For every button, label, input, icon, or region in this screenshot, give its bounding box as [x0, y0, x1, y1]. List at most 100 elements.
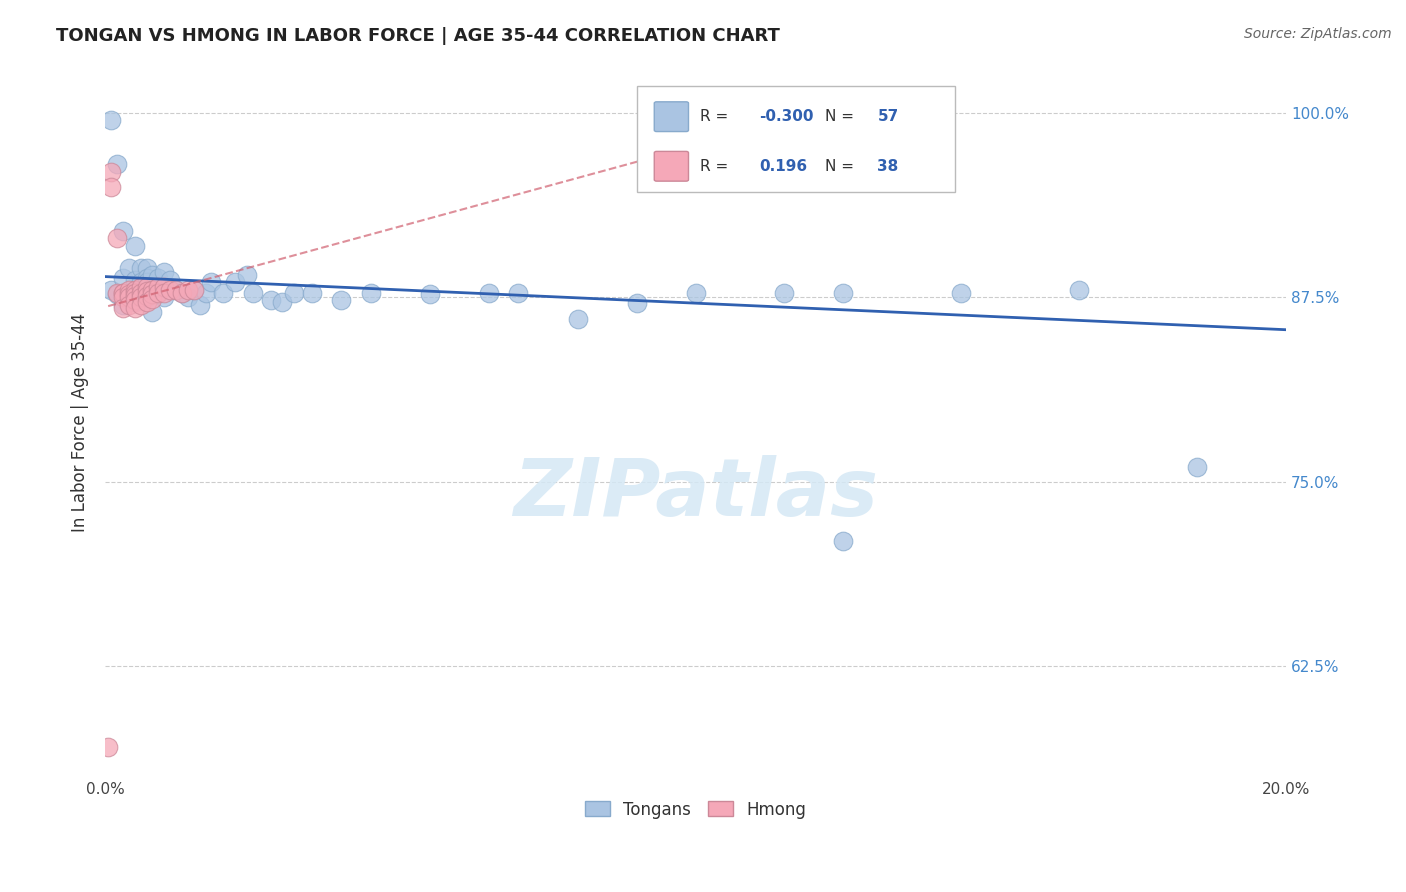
- Text: ZIPatlas: ZIPatlas: [513, 455, 879, 533]
- Point: [105, 231, 128, 245]
- Point: [124, 272, 146, 286]
- Point: [141, 305, 163, 319]
- FancyBboxPatch shape: [654, 152, 689, 181]
- Point: [105, 285, 128, 300]
- Point: [832, 533, 855, 548]
- Point: [118, 283, 141, 297]
- Point: [135, 294, 157, 309]
- Text: -0.300: -0.300: [759, 109, 814, 124]
- Point: [124, 289, 146, 303]
- Point: [950, 285, 973, 300]
- Point: [224, 276, 246, 290]
- Point: [118, 287, 141, 301]
- Point: [508, 285, 530, 300]
- Point: [153, 285, 176, 300]
- Point: [111, 285, 134, 300]
- Point: [1187, 460, 1209, 475]
- Point: [100, 179, 122, 194]
- Point: [129, 283, 152, 297]
- Point: [111, 271, 134, 285]
- Point: [118, 260, 141, 275]
- Point: [773, 285, 796, 300]
- Point: [419, 287, 441, 301]
- Point: [118, 290, 141, 304]
- Text: R =: R =: [700, 109, 728, 124]
- Point: [1069, 283, 1091, 297]
- Point: [301, 285, 323, 300]
- Point: [330, 293, 353, 308]
- Point: [124, 293, 146, 308]
- Point: [129, 290, 152, 304]
- Point: [170, 285, 193, 300]
- Point: [105, 287, 128, 301]
- Point: [141, 292, 163, 306]
- Point: [129, 289, 152, 303]
- Point: [478, 285, 501, 300]
- Text: Source: ZipAtlas.com: Source: ZipAtlas.com: [1244, 27, 1392, 41]
- Point: [111, 290, 134, 304]
- Point: [135, 289, 157, 303]
- FancyBboxPatch shape: [654, 102, 689, 131]
- Point: [129, 280, 152, 294]
- Point: [194, 285, 217, 300]
- Point: [100, 113, 122, 128]
- Point: [177, 283, 200, 297]
- Point: [124, 283, 146, 297]
- Point: [236, 268, 259, 282]
- Point: [124, 285, 146, 300]
- Point: [567, 312, 589, 326]
- Point: [159, 272, 181, 286]
- Text: N =: N =: [825, 109, 855, 124]
- Point: [183, 283, 205, 297]
- Text: TONGAN VS HMONG IN LABOR FORCE | AGE 35-44 CORRELATION CHART: TONGAN VS HMONG IN LABOR FORCE | AGE 35-…: [56, 27, 780, 45]
- Point: [97, 740, 120, 755]
- Point: [141, 283, 163, 297]
- Point: [165, 283, 187, 297]
- Point: [135, 280, 157, 294]
- Point: [685, 285, 707, 300]
- Point: [105, 157, 128, 171]
- Point: [183, 283, 205, 297]
- Point: [100, 283, 122, 297]
- Point: [177, 290, 200, 304]
- Point: [832, 285, 855, 300]
- Point: [111, 298, 134, 312]
- Text: 38: 38: [877, 159, 898, 174]
- FancyBboxPatch shape: [637, 87, 955, 193]
- Point: [200, 276, 222, 290]
- Point: [129, 298, 152, 312]
- Point: [271, 294, 294, 309]
- Point: [148, 285, 170, 300]
- Point: [124, 294, 146, 309]
- Y-axis label: In Labor Force | Age 35-44: In Labor Force | Age 35-44: [72, 313, 89, 533]
- Point: [135, 260, 157, 275]
- Point: [135, 290, 157, 304]
- Point: [148, 271, 170, 285]
- Point: [148, 285, 170, 300]
- Point: [111, 285, 134, 300]
- Point: [141, 268, 163, 282]
- Point: [153, 290, 176, 304]
- Point: [135, 276, 157, 290]
- Point: [129, 260, 152, 275]
- Point: [118, 290, 141, 304]
- Point: [212, 285, 235, 300]
- Point: [153, 265, 176, 279]
- Point: [135, 285, 157, 299]
- Point: [118, 298, 141, 312]
- Point: [135, 271, 157, 285]
- Point: [111, 301, 134, 315]
- Legend: Tongans, Hmong: Tongans, Hmong: [578, 794, 813, 825]
- Point: [159, 283, 181, 297]
- Point: [360, 285, 382, 300]
- Point: [188, 298, 211, 312]
- Text: R =: R =: [700, 159, 728, 174]
- Point: [148, 280, 170, 294]
- Point: [141, 280, 163, 294]
- Point: [626, 296, 648, 310]
- Point: [170, 285, 193, 300]
- Point: [283, 285, 305, 300]
- Point: [259, 293, 281, 308]
- Point: [153, 280, 176, 294]
- Point: [129, 276, 152, 290]
